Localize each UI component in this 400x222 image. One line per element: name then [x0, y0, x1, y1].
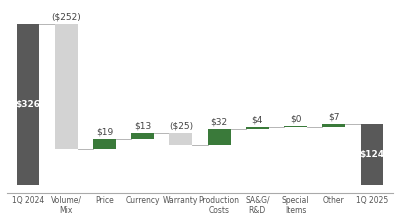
Text: $19: $19	[96, 128, 113, 137]
Text: $7: $7	[328, 113, 340, 121]
Text: ($252): ($252)	[51, 12, 81, 21]
Bar	[322, 124, 345, 127]
Bar	[55, 24, 78, 149]
Bar	[16, 24, 40, 185]
Bar	[170, 133, 192, 145]
Text: ($25): ($25)	[169, 121, 193, 130]
Text: $0: $0	[290, 115, 301, 124]
Bar	[208, 129, 230, 145]
Bar	[246, 127, 269, 129]
Bar	[93, 139, 116, 149]
Text: $326: $326	[16, 100, 40, 109]
Text: $32: $32	[210, 118, 228, 127]
Text: $13: $13	[134, 121, 151, 130]
Text: $4: $4	[252, 116, 263, 125]
Text: $124: $124	[360, 150, 384, 159]
Bar	[360, 124, 384, 185]
Bar	[131, 133, 154, 139]
